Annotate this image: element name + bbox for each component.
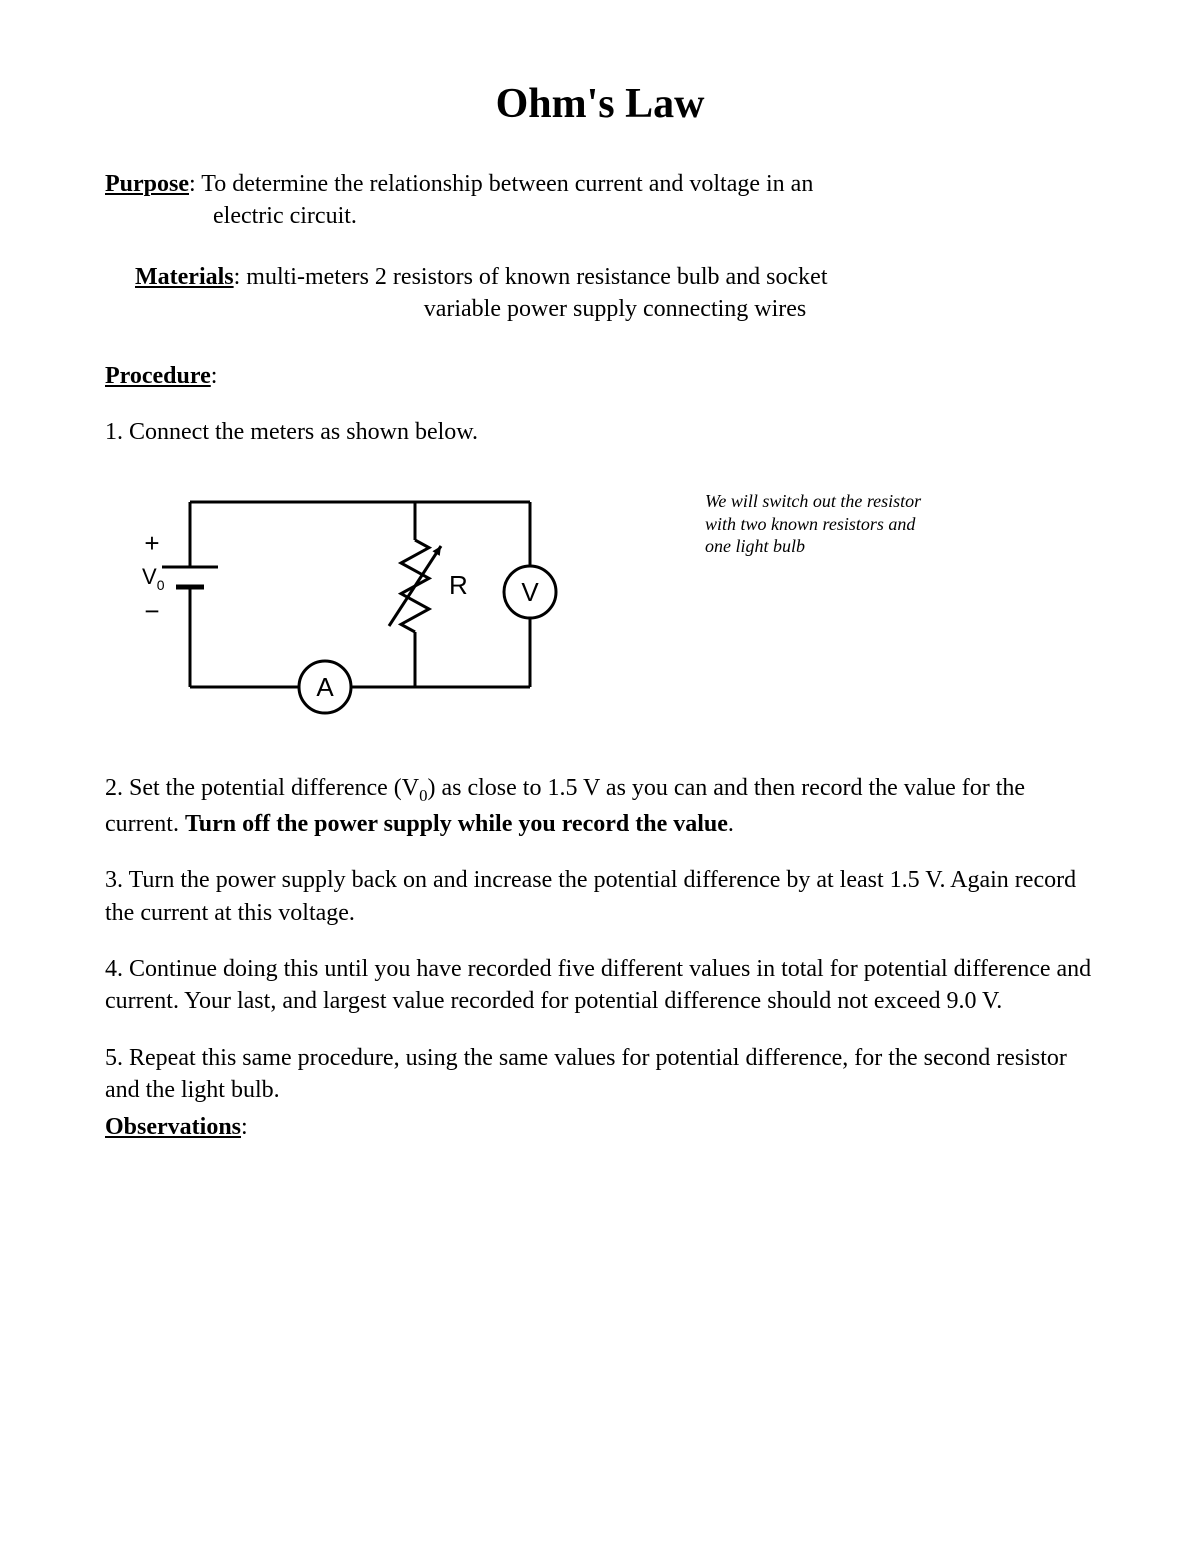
procedure-step-3: 3. Turn the power supply back on and inc… [105,864,1095,929]
observations-label: Observations [105,1114,241,1140]
svg-text:+: + [144,528,159,558]
procedure-step-1: 1. Connect the meters as shown below. [105,416,1095,448]
circuit-diagram: + − V0 A R V [135,472,575,732]
procedure-colon: : [211,363,218,389]
materials-line-1: Materials: multi-meters 2 resistors of k… [135,261,1095,293]
purpose-label: Purpose [105,171,189,197]
procedure-step-5: 5. Repeat this same procedure, using the… [105,1042,1095,1107]
procedure-label: Procedure [105,363,211,389]
observations-heading: Observations: [105,1111,1095,1143]
document-page: Ohm's Law Purpose: To determine the rela… [0,0,1200,1553]
purpose-line-1: Purpose: To determine the relationship b… [105,168,1095,200]
materials-label: Materials [135,264,234,290]
step2-subscript: 0 [419,786,427,805]
materials-section: Materials: multi-meters 2 resistors of k… [105,261,1095,326]
purpose-text-1: : To determine the relationship between … [189,171,813,197]
svg-text:R: R [449,570,468,600]
svg-text:−: − [144,596,159,626]
diagram-row: + − V0 A R V We will switch out the resistor … [105,472,1095,732]
step2-end: . [728,811,734,837]
step2-bold: Turn off the power supply while you reco… [185,811,728,837]
svg-text:V0: V0 [142,564,165,593]
observations-colon: : [241,1114,248,1140]
circuit-svg: + − V0 A R V [135,472,575,732]
diagram-note: We will switch out the resistor with two… [705,490,925,558]
procedure-step-4: 4. Continue doing this until you have re… [105,953,1095,1018]
page-title: Ohm's Law [105,80,1095,128]
purpose-line-2: electric circuit. [105,200,1095,232]
step2-text-a: 2. Set the potential difference (V [105,775,419,801]
svg-text:A: A [316,672,334,702]
procedure-heading: Procedure: [105,360,1095,392]
svg-text:V: V [521,577,539,607]
purpose-section: Purpose: To determine the relationship b… [105,168,1095,233]
materials-text-1: : multi-meters 2 resistors of known resi… [234,264,828,290]
procedure-step-2: 2. Set the potential difference (V0) as … [105,772,1095,840]
materials-line-2: variable power supply connecting wires [135,293,1095,325]
